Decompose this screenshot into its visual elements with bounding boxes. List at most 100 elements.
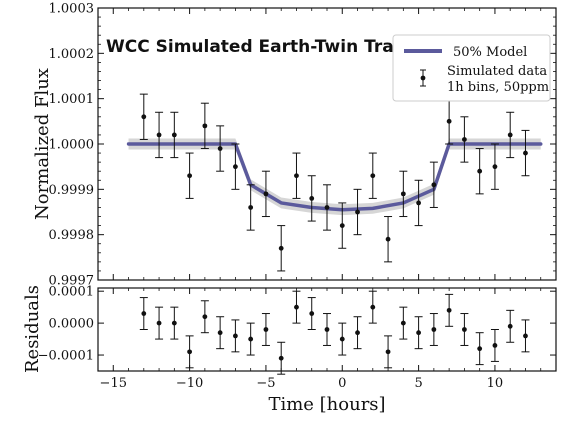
data-point: [506, 111, 515, 159]
data-marker: [202, 314, 208, 320]
y-tick-label: 1.0001: [49, 92, 95, 107]
chart-title: WCC Simulated Earth-Twin Transit: [106, 37, 430, 57]
data-marker: [446, 307, 452, 313]
data-marker: [141, 114, 147, 120]
data-marker: [171, 320, 177, 326]
x-tick-label: −5: [256, 376, 275, 391]
data-point: [216, 316, 225, 350]
y-tick-label: 0.0000: [49, 317, 95, 332]
model-confidence-band: [128, 138, 541, 216]
data-point: [368, 152, 377, 199]
x-tick-label: −15: [100, 376, 127, 391]
data-marker: [523, 150, 528, 156]
data-marker: [263, 191, 269, 197]
data-point: [307, 175, 316, 222]
data-marker: [217, 146, 223, 151]
data-point: [261, 313, 270, 346]
data-point: [155, 111, 164, 159]
data-marker: [492, 164, 498, 170]
legend-data-swatch: [420, 69, 426, 87]
data-point: [338, 322, 347, 356]
data-marker: [324, 205, 330, 210]
data-marker: [355, 209, 360, 215]
data-point: [277, 341, 286, 375]
data-point: [200, 102, 209, 150]
data-marker: [217, 330, 223, 336]
data-point: [155, 306, 164, 340]
data-marker: [278, 245, 284, 251]
y-tick-label: 1.0003: [49, 2, 95, 17]
data-marker: [156, 132, 162, 138]
data-marker: [385, 349, 391, 355]
data-point: [292, 152, 301, 199]
data-marker: [431, 327, 437, 332]
data-point: [414, 316, 423, 350]
data-point: [445, 293, 454, 327]
data-point: [353, 316, 362, 350]
data-marker: [370, 173, 376, 179]
main-data-points: [139, 93, 530, 272]
y-tick-label: 0.9997: [49, 274, 95, 289]
data-point: [521, 319, 530, 353]
data-marker: [248, 336, 254, 342]
data-marker: [431, 182, 437, 188]
data-marker: [446, 118, 452, 124]
y-tick-label: 0.9999: [49, 183, 95, 198]
data-marker: [263, 327, 269, 332]
data-marker: [309, 311, 315, 316]
data-point: [506, 309, 515, 343]
x-tick-label: 10: [487, 376, 504, 391]
data-point: [399, 306, 408, 340]
x-axis-label: Time [hours]: [268, 394, 385, 415]
data-point: [323, 313, 331, 346]
data-point: [429, 161, 438, 208]
data-point: [460, 116, 469, 163]
data-point: [231, 143, 240, 190]
data-point: [185, 335, 194, 369]
data-marker: [156, 320, 162, 326]
data-marker: [416, 200, 421, 206]
data-marker: [339, 336, 345, 342]
legend: 50% Model Simulated data 1h bins, 50ppm: [392, 34, 551, 102]
main-ticks: 0.9997 0.9998 0.9999 1.0000 1.0001 1.0002 1.00…: [49, 2, 557, 289]
data-marker: [462, 137, 467, 142]
y-tick-label: 1.0000: [49, 138, 95, 153]
data-point: [460, 313, 469, 346]
data-point: [246, 184, 255, 231]
main-panel: 0.9997 0.9998 0.9999 1.0000 1.0001 1.0002 1.00…: [32, 2, 557, 289]
data-marker: [477, 168, 483, 174]
data-point: [323, 184, 331, 231]
data-marker: [278, 355, 284, 361]
data-marker: [248, 205, 254, 210]
data-point: [445, 98, 454, 145]
data-marker: [462, 327, 467, 332]
model-band: [128, 138, 541, 216]
data-point: [292, 290, 301, 324]
data-point: [139, 93, 148, 140]
data-point: [185, 152, 194, 199]
data-point: [338, 202, 347, 249]
data-point: [170, 111, 179, 159]
data-point: [170, 306, 179, 340]
data-point: [384, 216, 393, 263]
residuals-panel: −15 −10 −5 0 5 10 −0.0001 0.0000 0.0001 Residual…: [22, 285, 557, 415]
data-point: [216, 125, 225, 172]
data-marker: [294, 304, 299, 310]
data-point: [475, 332, 484, 366]
data-point: [353, 188, 362, 236]
data-point: [475, 148, 484, 195]
y-tick-label: −0.0001: [38, 349, 94, 364]
data-marker: [324, 327, 330, 332]
data-marker: [385, 236, 391, 242]
data-marker: [171, 132, 177, 138]
x-tick-label: 5: [414, 376, 422, 391]
x-tick-label: 0: [338, 376, 346, 391]
data-marker: [187, 173, 193, 179]
data-point: [139, 297, 148, 330]
data-point: [368, 290, 377, 324]
data-marker: [477, 346, 483, 352]
legend-model-label: 50% Model: [453, 45, 527, 60]
data-marker: [339, 223, 345, 229]
data-marker: [492, 343, 498, 348]
data-marker: [400, 191, 406, 197]
